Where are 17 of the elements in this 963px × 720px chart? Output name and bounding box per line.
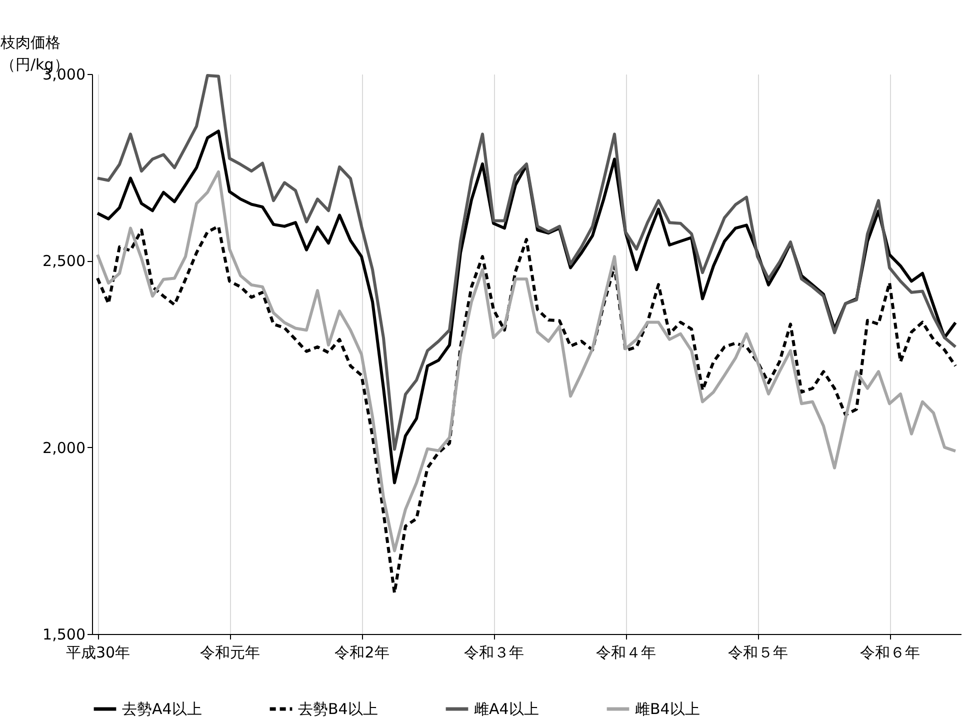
line-series <box>96 224 957 594</box>
x-tick-label: 令和３年 <box>464 644 524 662</box>
line-series <box>96 74 957 451</box>
line-series <box>96 170 957 552</box>
x-tick-label: 令和2年 <box>334 644 390 662</box>
y-tick-label: 2,500 <box>42 252 86 270</box>
x-tick-label: 令和４年 <box>596 644 656 662</box>
legend-label: 去勢B4以上 <box>298 700 378 718</box>
x-tick-label: 令和６年 <box>860 644 920 662</box>
x-tick-label: 平成30年 <box>66 644 130 662</box>
y-tick-label: 2,000 <box>42 438 86 457</box>
legend-label: 雌B4以上 <box>635 700 700 718</box>
y-tick-label: 1,500 <box>42 626 86 644</box>
legend-label: 雌A4以上 <box>474 700 539 718</box>
x-tick-label: 令和元年 <box>200 644 260 662</box>
legend-label: 去勢A4以上 <box>122 700 202 718</box>
x-tick-label: 令和５年 <box>728 644 788 662</box>
